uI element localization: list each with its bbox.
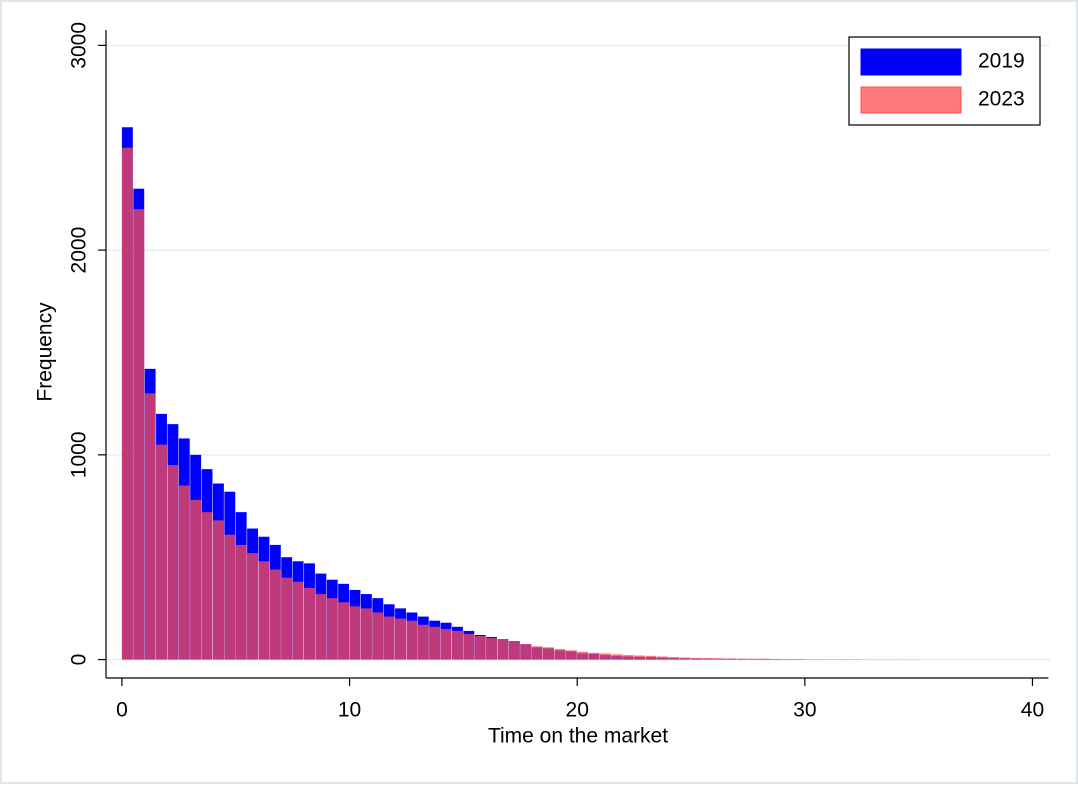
bar [543, 647, 554, 659]
bar [213, 520, 224, 659]
bar [361, 608, 372, 659]
bar [782, 659, 793, 660]
x-tick-label: 40 [1021, 699, 1044, 722]
x-tick-label: 20 [566, 699, 589, 722]
bar [498, 639, 509, 659]
bar [566, 650, 577, 659]
bar [224, 535, 235, 660]
bar [475, 636, 486, 660]
bar [634, 655, 645, 659]
bar [759, 659, 770, 660]
bar [680, 658, 691, 660]
bar [737, 659, 748, 660]
bar [793, 659, 804, 660]
bar [281, 578, 292, 660]
bar [441, 629, 452, 660]
bar [691, 658, 702, 660]
bar [702, 658, 713, 659]
bar [372, 612, 383, 659]
bar [190, 500, 201, 660]
bar [179, 486, 190, 660]
bar [645, 656, 656, 660]
bar [202, 512, 213, 659]
bar [452, 631, 463, 660]
bar [714, 658, 725, 659]
x-axis-label: Time on the market [488, 725, 668, 748]
bar [668, 657, 679, 659]
bar [532, 646, 543, 659]
legend-label: 2023 [978, 88, 1025, 111]
bar [429, 627, 440, 660]
bar [270, 569, 281, 659]
bar [247, 553, 258, 659]
bar [133, 209, 144, 659]
y-tick-label: 2000 [68, 227, 91, 274]
bar [463, 634, 474, 660]
bar [156, 445, 167, 660]
bar [577, 652, 588, 660]
bar [771, 659, 782, 660]
bar [611, 654, 622, 659]
bar [589, 653, 600, 660]
x-tick-label: 10 [338, 699, 361, 722]
bar [167, 465, 178, 660]
y-tick-label: 1000 [68, 431, 91, 478]
bar [509, 641, 520, 659]
bar [520, 644, 531, 659]
legend-swatch [861, 49, 961, 75]
y-tick-label: 0 [68, 654, 91, 666]
bar [304, 588, 315, 660]
bar [327, 598, 338, 659]
legend-label: 2019 [978, 50, 1025, 73]
x-tick-label: 0 [116, 699, 128, 722]
bar [657, 657, 668, 660]
bar [315, 594, 326, 660]
legend-swatch [861, 87, 961, 113]
bar [293, 582, 304, 660]
bar [236, 545, 247, 660]
bar [395, 619, 406, 660]
y-axis-label: Frequency [34, 302, 57, 402]
bar [725, 659, 736, 660]
bar [486, 638, 497, 659]
y-tick-label: 3000 [68, 22, 91, 69]
x-tick-label: 30 [793, 699, 816, 722]
legend: 2019 2023 [849, 37, 1040, 125]
bar [350, 606, 361, 659]
bar [600, 653, 611, 659]
bar [338, 602, 349, 659]
bar [406, 621, 417, 660]
bar [122, 148, 133, 660]
bar [384, 617, 395, 660]
bar [145, 393, 156, 659]
bar [623, 655, 634, 660]
bar [418, 625, 429, 660]
bar [554, 649, 565, 660]
bar [259, 561, 270, 659]
bar [748, 659, 759, 660]
